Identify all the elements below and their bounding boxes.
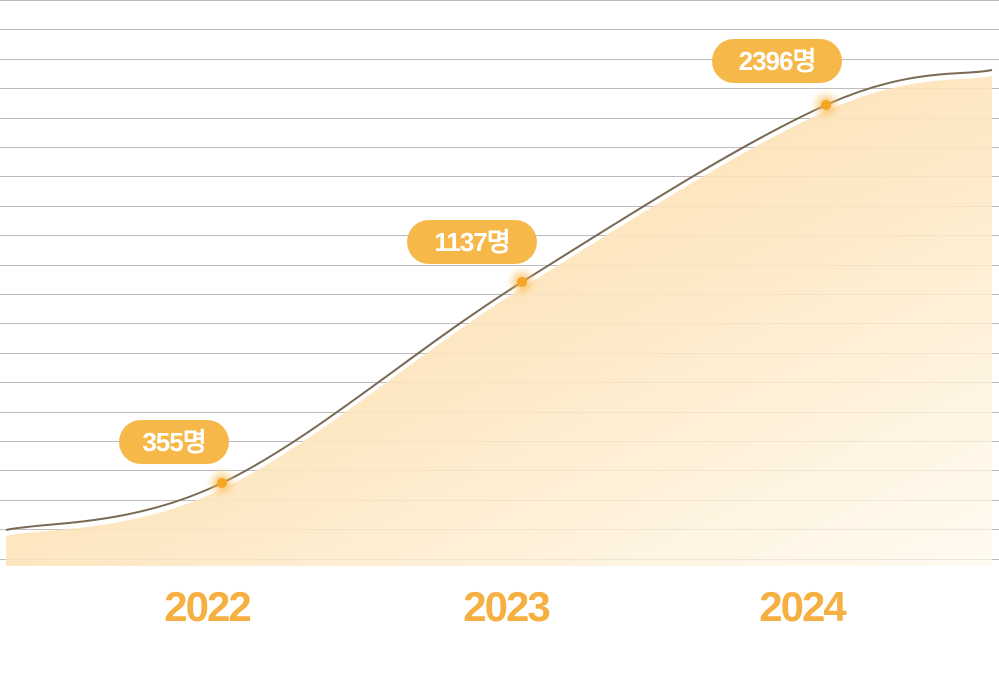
x-axis-ticks: 2022 2023 2024 [164, 583, 849, 630]
data-label-text: 2396명 [739, 46, 816, 76]
data-label-2024: 2396명 [712, 39, 842, 83]
data-point-2022 [206, 467, 238, 499]
data-label-2023: 1137명 [407, 220, 537, 264]
data-label-text: 355명 [142, 427, 205, 457]
data-point-2024 [810, 89, 842, 121]
area-fill [6, 76, 992, 566]
x-tick-label-2022: 2022 [164, 583, 250, 630]
data-labels: 355명 1137명 2396명 [119, 39, 842, 464]
x-tick-label-2024: 2024 [759, 583, 847, 630]
data-label-2022: 355명 [119, 420, 229, 464]
data-label-text: 1137명 [434, 227, 509, 257]
data-points [206, 89, 842, 499]
data-point-2023 [506, 266, 538, 298]
x-tick-label-2023: 2023 [463, 583, 549, 630]
